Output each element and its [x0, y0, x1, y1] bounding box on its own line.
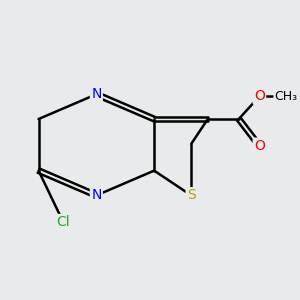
Text: N: N: [91, 87, 101, 101]
Text: Cl: Cl: [56, 215, 70, 229]
Text: O: O: [254, 89, 265, 103]
Text: O: O: [254, 139, 265, 153]
Text: CH₃: CH₃: [275, 90, 298, 103]
Text: S: S: [187, 188, 196, 203]
Text: N: N: [91, 188, 101, 203]
